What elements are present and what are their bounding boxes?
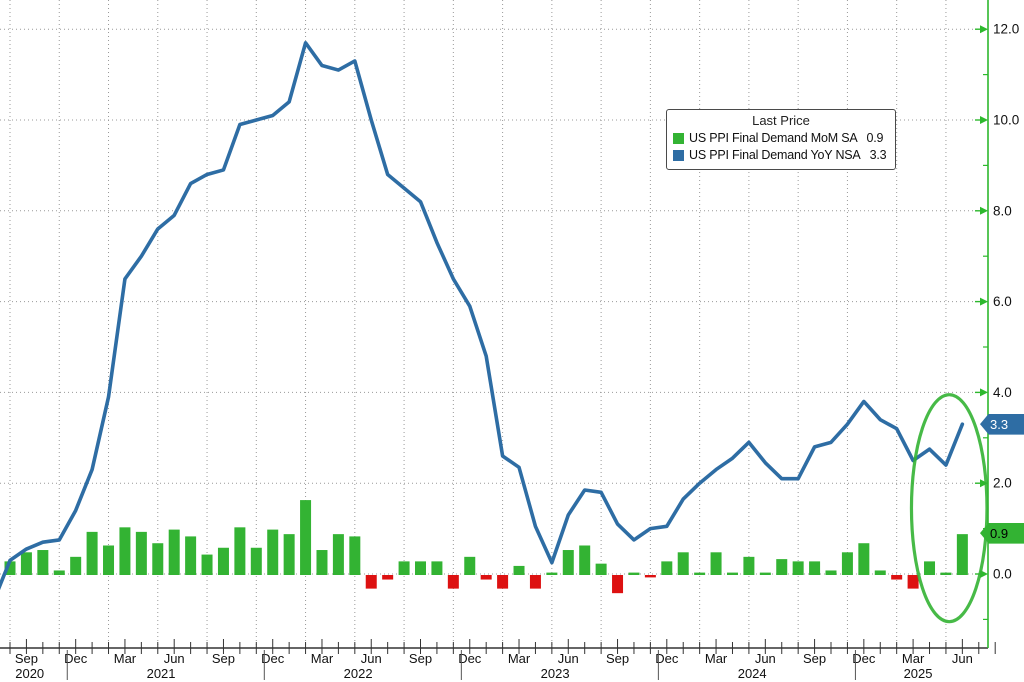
svg-text:2024: 2024 [738, 666, 767, 681]
price-tag-mom-value: 0.9 [990, 525, 1009, 541]
legend-item-yoy: US PPI Final Demand YoY NSA 3.3 [673, 147, 889, 164]
svg-text:4.0: 4.0 [993, 385, 1012, 400]
svg-text:Dec: Dec [655, 651, 679, 666]
svg-text:Mar: Mar [508, 651, 531, 666]
svg-text:Dec: Dec [261, 651, 285, 666]
svg-text:6.0: 6.0 [993, 294, 1012, 309]
svg-text:8.0: 8.0 [993, 203, 1012, 218]
legend-item-label: US PPI Final Demand MoM SA [689, 131, 858, 145]
svg-text:Dec: Dec [458, 651, 482, 666]
svg-text:0.0: 0.0 [993, 567, 1012, 582]
price-tag-yoy: 3.3 [980, 413, 1024, 435]
svg-text:2020: 2020 [15, 666, 44, 681]
svg-text:Sep: Sep [606, 651, 629, 666]
svg-text:2.0: 2.0 [993, 476, 1012, 491]
svg-text:Jun: Jun [952, 651, 973, 666]
svg-text:Jun: Jun [164, 651, 185, 666]
price-tag-mom: 0.9 [980, 522, 1024, 544]
svg-text:Jun: Jun [755, 651, 776, 666]
svg-text:Mar: Mar [902, 651, 925, 666]
legend-item-mom: US PPI Final Demand MoM SA 0.9 [673, 130, 889, 147]
legend-title: Last Price [752, 113, 810, 128]
svg-text:Mar: Mar [114, 651, 137, 666]
svg-text:Mar: Mar [705, 651, 728, 666]
svg-text:Sep: Sep [803, 651, 826, 666]
svg-text:10.0: 10.0 [993, 113, 1019, 128]
legend-swatch-yoy-icon [673, 150, 684, 161]
price-tag-yoy-value: 3.3 [990, 416, 1009, 432]
svg-text:Dec: Dec [852, 651, 876, 666]
legend-swatch-mom-icon [673, 133, 684, 144]
svg-text:2021: 2021 [147, 666, 176, 681]
svg-text:2022: 2022 [344, 666, 373, 681]
svg-text:Jun: Jun [558, 651, 579, 666]
svg-text:Sep: Sep [409, 651, 432, 666]
svg-text:2025: 2025 [904, 666, 933, 681]
legend: Last Price US PPI Final Demand MoM SA 0.… [666, 109, 896, 170]
svg-text:Sep: Sep [212, 651, 235, 666]
legend-item-value: 0.9 [866, 131, 884, 145]
svg-text:Sep: Sep [15, 651, 38, 666]
svg-text:12.0: 12.0 [993, 22, 1019, 37]
legend-item-label: US PPI Final Demand YoY NSA [689, 148, 861, 162]
svg-text:2023: 2023 [541, 666, 570, 681]
legend-item-value: 3.3 [869, 148, 887, 162]
svg-text:Dec: Dec [64, 651, 88, 666]
svg-text:Mar: Mar [311, 651, 334, 666]
svg-text:Jun: Jun [361, 651, 382, 666]
